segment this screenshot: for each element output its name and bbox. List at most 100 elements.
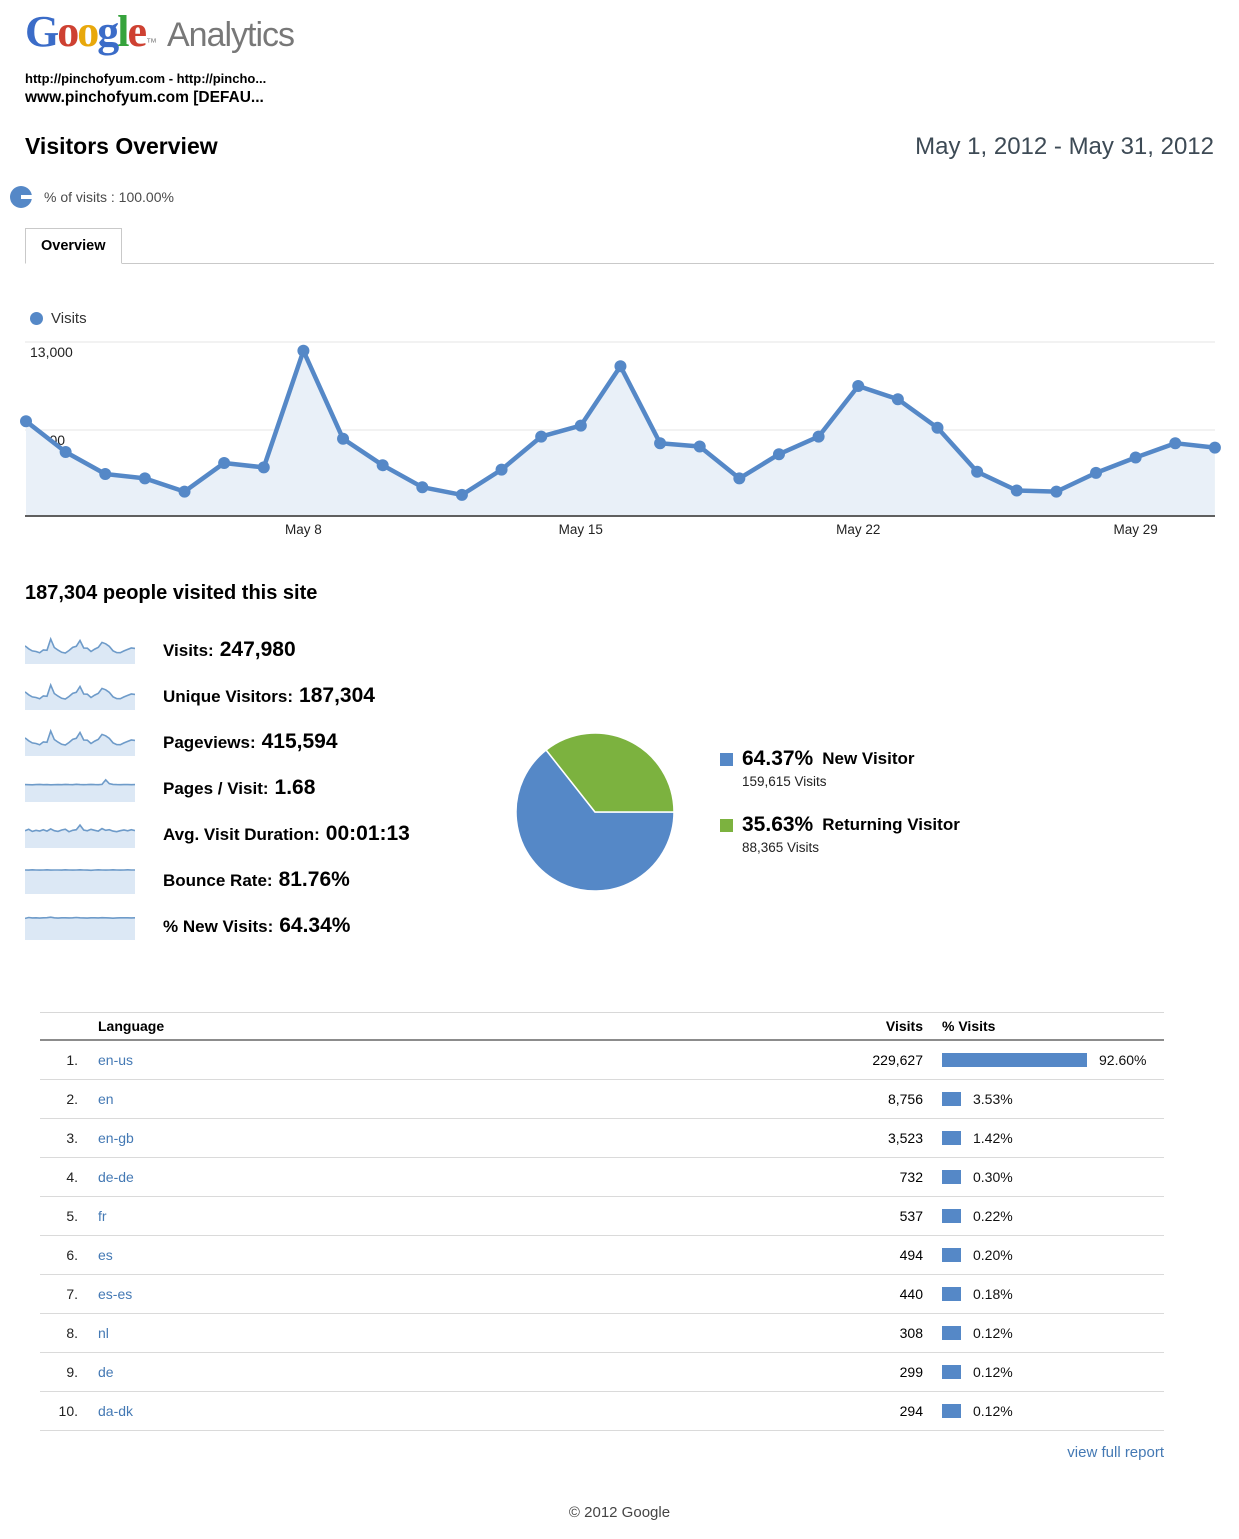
percent-bar bbox=[942, 1326, 961, 1340]
metric-row[interactable]: Visits: 247,980 bbox=[25, 627, 410, 673]
sparkline bbox=[25, 778, 135, 802]
row-percent: 0.12% bbox=[973, 1364, 1013, 1380]
row-visits: 299 bbox=[899, 1364, 923, 1380]
language-link[interactable]: es bbox=[98, 1247, 113, 1263]
data-point[interactable] bbox=[693, 440, 706, 453]
row-visits: 732 bbox=[899, 1169, 923, 1185]
metric-row[interactable]: Avg. Visit Duration: 00:01:13 bbox=[25, 811, 410, 857]
pie-slice-returning-visitor[interactable] bbox=[545, 732, 675, 813]
metric-text: Pageviews: 415,594 bbox=[163, 730, 338, 754]
table-row: 8. nl 308 0.12% bbox=[40, 1314, 1164, 1353]
language-link[interactable]: en-gb bbox=[98, 1130, 134, 1146]
row-rank: 4. bbox=[66, 1169, 78, 1185]
logo-letter: o bbox=[57, 7, 79, 56]
date-range-selector[interactable]: May 1, 2012 - May 31, 2012 bbox=[915, 133, 1214, 160]
table-row: 1. en-us 229,627 92.60% bbox=[40, 1041, 1164, 1080]
language-link[interactable]: nl bbox=[98, 1325, 109, 1341]
data-point[interactable] bbox=[257, 461, 270, 474]
data-point[interactable] bbox=[218, 457, 231, 469]
data-point[interactable] bbox=[59, 446, 72, 458]
data-point[interactable] bbox=[20, 415, 32, 428]
data-point[interactable] bbox=[812, 430, 825, 443]
account-profile: http://pinchofyum.com - http://pincho...… bbox=[25, 71, 1214, 107]
visitor-type-pie bbox=[510, 727, 680, 902]
percent-bar bbox=[942, 1092, 961, 1106]
table-row: 4. de-de 732 0.30% bbox=[40, 1158, 1164, 1197]
metric-text: Pages / Visit: 1.68 bbox=[163, 776, 315, 800]
page-footer: © 2012 Google bbox=[568, 1504, 671, 1521]
account-url: http://pinchofyum.com - http://pincho... bbox=[25, 71, 267, 86]
metric-text: Unique Visitors: 187,304 bbox=[163, 684, 375, 708]
percent-bar bbox=[942, 1209, 961, 1223]
data-point[interactable] bbox=[931, 421, 944, 434]
data-point[interactable] bbox=[297, 344, 310, 357]
data-point[interactable] bbox=[138, 472, 151, 485]
y-axis-tick-label: 13,000 bbox=[30, 344, 73, 360]
data-point[interactable] bbox=[178, 485, 191, 498]
logo-letter: l bbox=[117, 7, 129, 56]
metric-label: Avg. Visit Duration: bbox=[163, 825, 320, 844]
metric-row[interactable]: Pages / Visit: 1.68 bbox=[25, 765, 410, 811]
data-point[interactable] bbox=[535, 430, 548, 443]
data-point[interactable] bbox=[1090, 466, 1103, 479]
metric-label: Pages / Visit: bbox=[163, 779, 269, 798]
table-row: 10. da-dk 294 0.12% bbox=[40, 1392, 1164, 1431]
metric-text: % New Visits: 64.34% bbox=[163, 914, 350, 938]
language-link[interactable]: da-dk bbox=[98, 1403, 134, 1419]
data-point[interactable] bbox=[852, 380, 865, 392]
data-point[interactable] bbox=[416, 481, 429, 494]
table-row: 5. fr 537 0.22% bbox=[40, 1197, 1164, 1236]
data-point[interactable] bbox=[772, 448, 785, 461]
tab-overview[interactable]: Overview bbox=[25, 228, 122, 264]
pie-legend-entry: 64.37% New Visitor 159,615 Visits bbox=[720, 747, 960, 789]
row-rank: 6. bbox=[66, 1247, 78, 1263]
metric-row[interactable]: % New Visits: 64.34% bbox=[25, 903, 410, 949]
percent-bar bbox=[942, 1053, 1087, 1067]
data-point[interactable] bbox=[455, 488, 468, 501]
language-link[interactable]: en bbox=[98, 1091, 114, 1107]
metric-row[interactable]: Pageviews: 415,594 bbox=[25, 719, 410, 765]
row-visits: 229,627 bbox=[872, 1052, 923, 1068]
data-point[interactable] bbox=[337, 432, 350, 445]
row-rank: 2. bbox=[66, 1091, 78, 1107]
data-point[interactable] bbox=[1010, 484, 1023, 497]
data-point[interactable] bbox=[971, 465, 984, 478]
pie-slice-new-visitor[interactable] bbox=[515, 748, 675, 892]
data-point[interactable] bbox=[1208, 441, 1221, 454]
data-point[interactable] bbox=[654, 437, 667, 450]
row-rank: 9. bbox=[66, 1364, 78, 1380]
metric-row[interactable]: Bounce Rate: 81.76% bbox=[25, 857, 410, 903]
data-point[interactable] bbox=[376, 459, 389, 472]
page-title: Visitors Overview bbox=[25, 133, 218, 159]
row-percent: 3.53% bbox=[973, 1091, 1013, 1107]
row-percent: 0.12% bbox=[973, 1325, 1013, 1341]
language-link[interactable]: en-us bbox=[98, 1052, 134, 1068]
language-link[interactable]: fr bbox=[98, 1208, 107, 1224]
language-table: Language Visits % Visits 1. en-us 229,627 9… bbox=[40, 1012, 1164, 1431]
app-header: Google ™ Analytics http://pinchofyum.com … bbox=[0, 0, 1239, 107]
metric-label: Unique Visitors: bbox=[163, 687, 294, 706]
data-point[interactable] bbox=[495, 463, 508, 476]
data-point[interactable] bbox=[1169, 437, 1182, 450]
metric-label: % New Visits: bbox=[163, 917, 274, 936]
metric-row[interactable]: Unique Visitors: 187,304 bbox=[25, 673, 410, 719]
data-point[interactable] bbox=[1050, 485, 1063, 498]
data-point[interactable] bbox=[891, 393, 904, 406]
data-point[interactable] bbox=[614, 360, 627, 373]
data-point[interactable] bbox=[99, 468, 112, 480]
metric-text: Bounce Rate: 81.76% bbox=[163, 868, 350, 892]
view-full-report-link[interactable]: view full report bbox=[1067, 1444, 1164, 1461]
language-link[interactable]: de bbox=[98, 1364, 114, 1380]
data-point[interactable] bbox=[733, 472, 746, 485]
percent-bar bbox=[942, 1170, 961, 1184]
data-point[interactable] bbox=[1129, 451, 1142, 464]
percent-bar bbox=[942, 1248, 961, 1262]
language-link[interactable]: es-es bbox=[98, 1286, 133, 1302]
summary-section: Visits: 247,980 Unique Visitors: 187,304 Pag… bbox=[0, 627, 1239, 972]
language-link[interactable]: de-de bbox=[98, 1169, 134, 1185]
legend-percent: 64.37% bbox=[742, 747, 814, 770]
table-row: 2. en 8,756 3.53% bbox=[40, 1080, 1164, 1119]
x-axis-tick-label: May 29 bbox=[1113, 522, 1157, 537]
data-point[interactable] bbox=[574, 419, 587, 432]
